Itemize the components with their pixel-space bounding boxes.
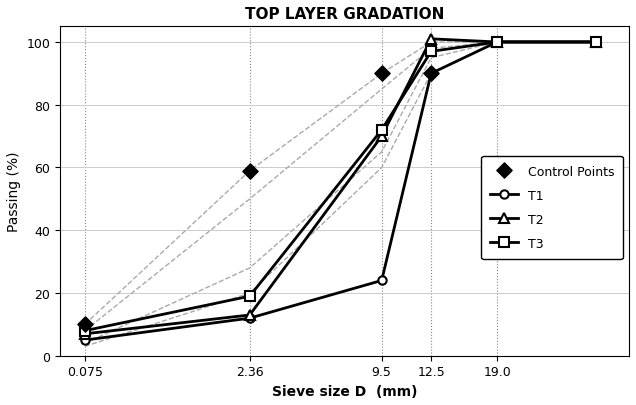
T1	[592, 40, 600, 45]
Line: T2: T2	[80, 35, 601, 339]
T2	[494, 40, 501, 45]
Control Points	[245, 168, 255, 175]
Control Points	[80, 321, 90, 328]
Control Points	[377, 71, 387, 77]
T2	[246, 313, 254, 318]
T1	[81, 338, 88, 343]
T1	[494, 40, 501, 45]
Line: T3: T3	[80, 38, 601, 336]
Line: T1: T1	[81, 39, 600, 344]
T1	[427, 72, 435, 77]
Y-axis label: Passing (%): Passing (%)	[7, 151, 21, 232]
T3	[592, 40, 600, 45]
Title: TOP LAYER GRADATION: TOP LAYER GRADATION	[245, 7, 445, 22]
T3	[494, 40, 501, 45]
T3	[246, 294, 254, 299]
T1	[246, 316, 254, 321]
T3	[378, 128, 385, 133]
X-axis label: Sieve size D  (mm): Sieve size D (mm)	[272, 384, 417, 398]
T3	[81, 328, 88, 333]
T3	[427, 50, 435, 55]
Legend: Control Points, T1, T2, T3: Control Points, T1, T2, T3	[481, 156, 623, 260]
T2	[592, 40, 600, 45]
T2	[81, 332, 88, 337]
T2	[378, 134, 385, 139]
T2	[427, 37, 435, 42]
Control Points	[426, 71, 436, 77]
T1	[378, 278, 385, 283]
